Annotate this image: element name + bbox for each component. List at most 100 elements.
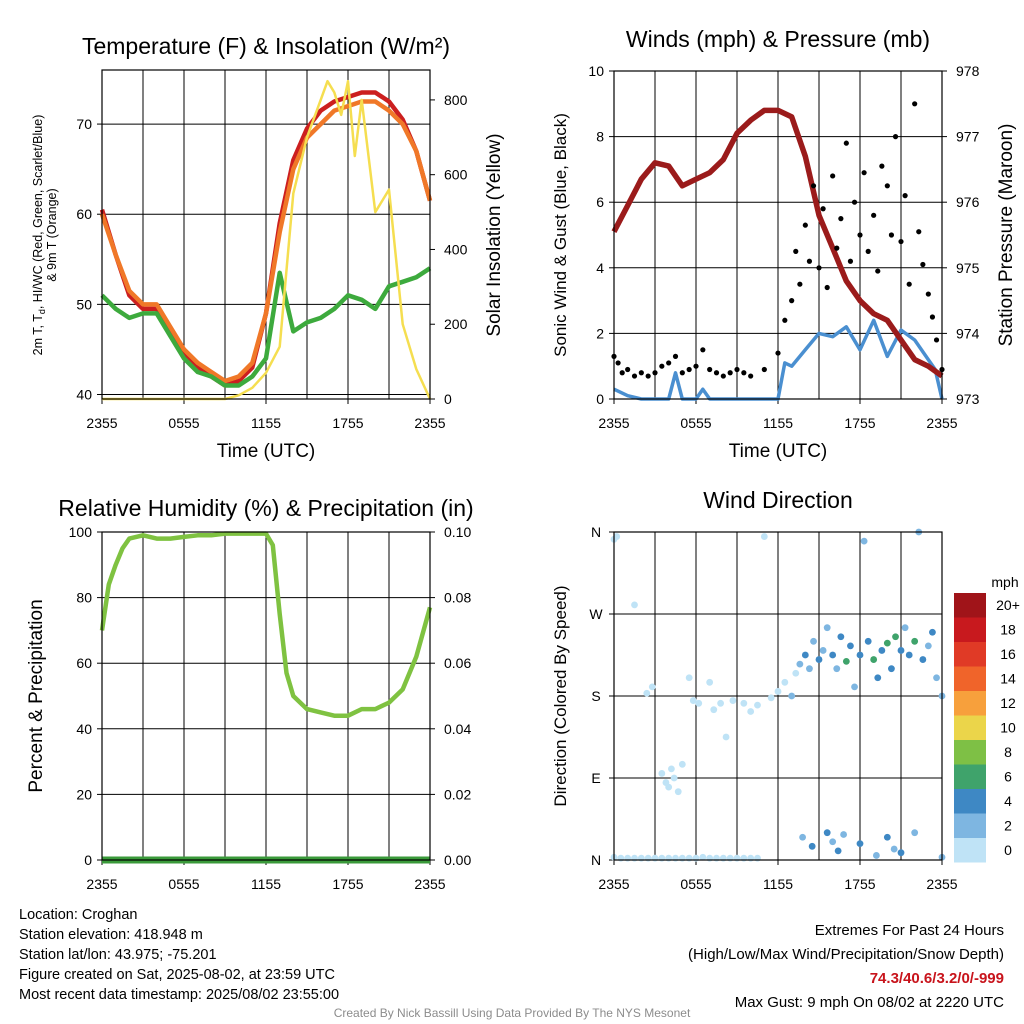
colorbar-label: 14 bbox=[1000, 671, 1016, 687]
gust-point bbox=[888, 232, 895, 238]
latlon-text: Station lat/lon: 43.975; -75.201 bbox=[19, 947, 217, 963]
colorbar-label: 0 bbox=[1004, 842, 1012, 858]
gust-point bbox=[700, 347, 706, 353]
x-tick-label: 1755 bbox=[332, 415, 363, 431]
direction-point bbox=[710, 706, 718, 714]
y-axis-label-2: & 9m T (Orange) bbox=[45, 188, 59, 281]
y2-tick-label: 973 bbox=[956, 391, 980, 407]
direction-point bbox=[856, 840, 864, 847]
station-info: Location: Croghan Station elevation: 418… bbox=[19, 905, 339, 1005]
elevation-text: Station elevation: 418.948 m bbox=[19, 927, 203, 943]
y-axis-label: 2m T, Td, HI/WC (Red, Green, Scarlet/Blu… bbox=[31, 115, 47, 356]
y2-tick-label: 0.06 bbox=[444, 655, 471, 671]
rh-line bbox=[99, 531, 433, 718]
direction-point bbox=[806, 665, 813, 673]
direction-point bbox=[689, 697, 697, 704]
colorbar-swatch bbox=[954, 666, 986, 691]
x-tick-label: 0555 bbox=[680, 415, 711, 431]
y-tick-label: 80 bbox=[76, 590, 92, 606]
direction-point bbox=[767, 694, 775, 702]
direction-point bbox=[729, 697, 737, 704]
direction-point bbox=[890, 845, 898, 853]
gust-point bbox=[902, 193, 908, 199]
y2-axis-label: Solar Insolation (Yellow) bbox=[484, 133, 505, 336]
series-line bbox=[100, 266, 432, 388]
direction-point bbox=[788, 692, 796, 700]
direction-point bbox=[860, 537, 868, 545]
colorbar-swatch bbox=[954, 642, 986, 667]
direction-point bbox=[851, 683, 858, 691]
colorbar-label: 6 bbox=[1004, 769, 1012, 785]
colorbar-label: 20+ bbox=[996, 597, 1020, 613]
gust-point bbox=[679, 370, 685, 376]
direction-point bbox=[648, 683, 656, 691]
y2-tick-label: 977 bbox=[956, 129, 980, 145]
direction-point bbox=[897, 849, 905, 857]
gust-point bbox=[659, 363, 665, 369]
direction-point bbox=[706, 678, 714, 686]
y-tick-label: 60 bbox=[76, 655, 92, 671]
direction-point bbox=[799, 833, 806, 841]
direction-point bbox=[897, 647, 905, 654]
colorbar-label: 2 bbox=[1004, 818, 1012, 834]
created-text: Figure created on Sat, 2025-08-02, at 23… bbox=[19, 967, 335, 983]
gust-point bbox=[645, 373, 651, 379]
y2-tick-label: 0 bbox=[444, 391, 452, 407]
direction-point bbox=[695, 699, 703, 707]
gust-point bbox=[727, 370, 733, 376]
x-tick-label: 2355 bbox=[86, 415, 117, 431]
gust-point bbox=[734, 366, 740, 373]
gust-point bbox=[615, 360, 621, 366]
x-tick-label: 1155 bbox=[251, 415, 281, 431]
colorbar-swatch bbox=[954, 740, 986, 765]
x-tick-label: 2355 bbox=[86, 876, 117, 892]
direction-point bbox=[856, 651, 864, 659]
colorbar-unit: mph bbox=[991, 574, 1018, 590]
gust-point bbox=[933, 337, 940, 343]
gust-point bbox=[782, 317, 788, 323]
y-tick-label: N bbox=[591, 852, 601, 868]
direction-point bbox=[878, 647, 886, 654]
gust-point bbox=[925, 291, 931, 297]
gust-point bbox=[806, 258, 813, 264]
y-tick-label: 0 bbox=[596, 391, 604, 407]
gust-point bbox=[619, 370, 625, 376]
y-tick-label: 100 bbox=[69, 524, 93, 540]
x-tick-label: 1755 bbox=[332, 876, 363, 892]
direction-point bbox=[678, 760, 686, 768]
y2-tick-label: 0.04 bbox=[444, 721, 471, 737]
x-tick-label: 1155 bbox=[763, 876, 793, 892]
x-axis-label: Time (UTC) bbox=[729, 441, 828, 462]
y2-tick-label: 974 bbox=[956, 325, 980, 341]
plot-frame bbox=[101, 69, 431, 400]
direction-point bbox=[717, 699, 724, 707]
gust-point bbox=[672, 353, 679, 359]
gust-point bbox=[857, 232, 863, 238]
direction-point bbox=[665, 783, 673, 791]
gust-point bbox=[652, 370, 658, 376]
y-axis-label: Percent & Precipitation bbox=[26, 599, 47, 792]
direction-point bbox=[911, 829, 919, 837]
direction-point bbox=[837, 633, 845, 641]
x-tick-label: 2355 bbox=[414, 876, 445, 892]
direction-point bbox=[747, 708, 755, 715]
y2-tick-label: 200 bbox=[444, 316, 468, 332]
gust-point bbox=[906, 281, 912, 287]
gust-point bbox=[666, 360, 672, 366]
direction-point bbox=[933, 674, 940, 682]
gust-point bbox=[838, 216, 844, 222]
direction-point bbox=[911, 637, 919, 645]
gust-point bbox=[741, 370, 747, 376]
gust-point bbox=[861, 170, 867, 176]
gust-point bbox=[892, 134, 899, 140]
y2-tick-label: 600 bbox=[444, 167, 468, 183]
gust-point bbox=[843, 140, 849, 146]
colorbar-label: 12 bbox=[1000, 695, 1016, 711]
direction-point bbox=[823, 829, 831, 837]
gust-point bbox=[824, 284, 830, 291]
direction-point bbox=[829, 651, 837, 659]
direction-point bbox=[842, 657, 850, 665]
direction-point bbox=[901, 624, 909, 632]
gust-point bbox=[810, 183, 817, 189]
y-tick-label: 60 bbox=[76, 206, 92, 222]
